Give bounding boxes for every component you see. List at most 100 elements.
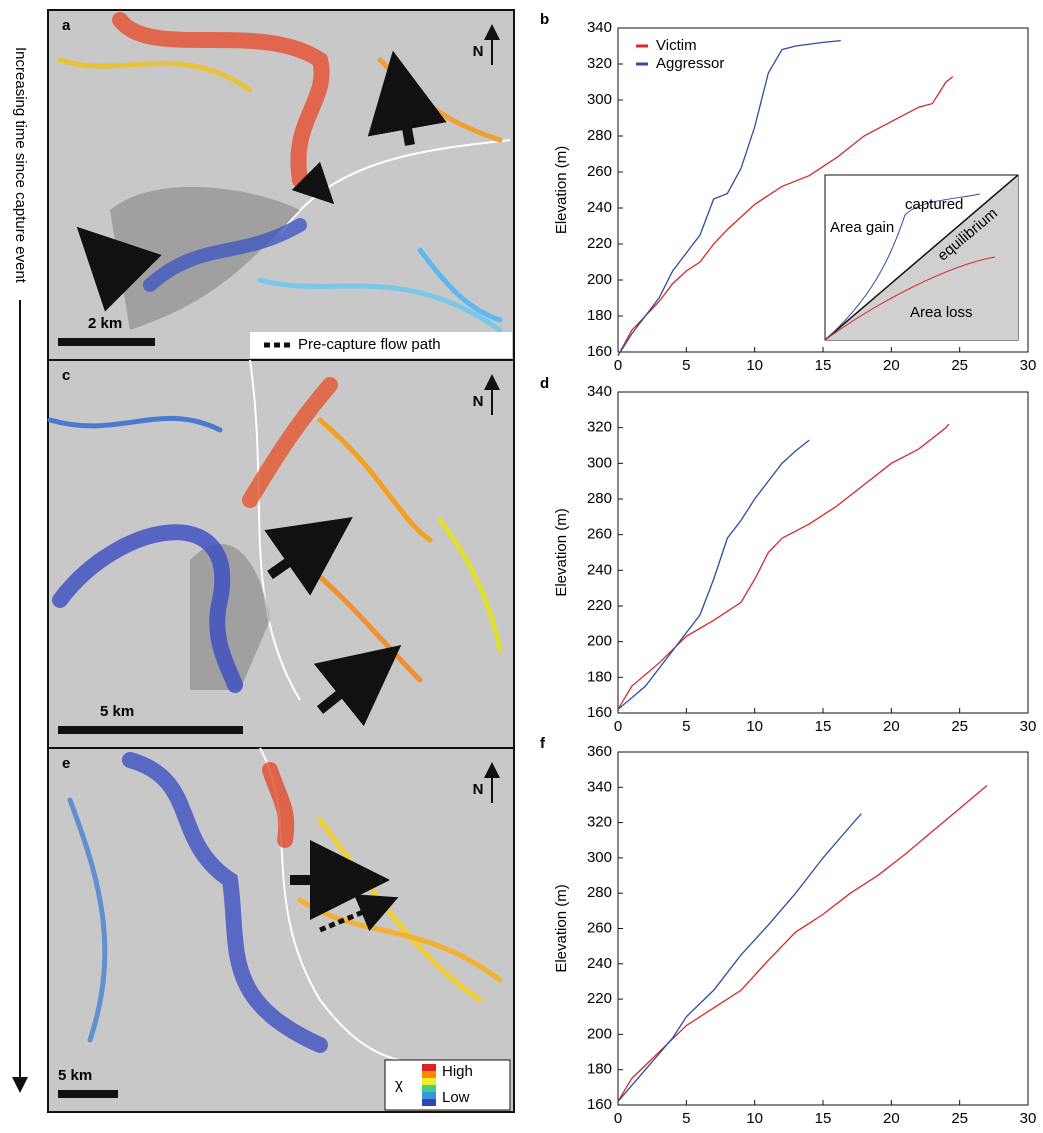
y-tick-label: 200	[587, 271, 612, 288]
x-tick-label: 10	[746, 357, 763, 374]
flow-arrow	[313, 645, 402, 727]
y-tick-label: 320	[587, 814, 612, 831]
chi-scale	[422, 1085, 436, 1092]
y-tick-label: 300	[587, 849, 612, 866]
chi-high: High	[442, 1063, 473, 1080]
series-line	[617, 39, 841, 356]
chi-scale	[422, 1099, 436, 1106]
x-tick-label: 25	[951, 357, 968, 374]
x-tick-label: 20	[883, 718, 900, 735]
main-channel	[262, 762, 295, 848]
y-tick-label: 280	[587, 490, 612, 507]
y-tick-label: 180	[587, 307, 612, 324]
north-label: N	[473, 393, 484, 410]
panel-label: a	[62, 17, 71, 34]
x-tick-label: 30	[1020, 357, 1037, 374]
flow-arrow	[76, 226, 162, 312]
scale-bar	[58, 1090, 118, 1098]
y-tick-label: 340	[587, 383, 612, 400]
y-tick-label: 240	[587, 955, 612, 972]
x-tick-label: 5	[682, 1110, 690, 1127]
y-tick-label: 320	[587, 419, 612, 436]
x-tick-label: 15	[815, 1110, 832, 1127]
y-axis-label: Elevation (m)	[553, 508, 570, 596]
scale-bar	[58, 338, 155, 346]
river	[437, 517, 503, 653]
y-tick-label: 260	[587, 526, 612, 543]
scale-label: 5 km	[100, 703, 134, 720]
x-tick-label: 10	[746, 1110, 763, 1127]
series-line	[617, 785, 988, 1102]
boundary	[249, 359, 301, 701]
y-tick-label: 220	[587, 990, 612, 1007]
chi-scale	[422, 1092, 436, 1099]
side-label: Increasing time since capture event	[12, 47, 29, 284]
inset-gain-curve	[824, 193, 981, 341]
y-tick-label: 260	[587, 163, 612, 180]
x-tick-label: 15	[815, 718, 832, 735]
chi-low: Low	[442, 1089, 470, 1106]
flow-arrow	[319, 894, 399, 933]
inset-equilibrium	[824, 174, 1019, 341]
main-channel	[143, 218, 307, 292]
x-tick-label: 0	[614, 718, 622, 735]
chi-symbol: χ	[395, 1076, 403, 1093]
y-tick-label: 160	[587, 1096, 612, 1113]
y-tick-label: 180	[587, 1061, 612, 1078]
panel-label: e	[62, 755, 70, 772]
legend-label: Pre-capture flow path	[298, 336, 441, 353]
scale-label: 5 km	[58, 1067, 92, 1084]
y-tick-label: 300	[587, 91, 612, 108]
panel-label: d	[540, 375, 549, 392]
y-tick-label: 280	[587, 127, 612, 144]
x-tick-label: 20	[883, 357, 900, 374]
y-tick-label: 200	[587, 1025, 612, 1042]
y-axis-label: Elevation (m)	[553, 146, 570, 234]
series-line	[617, 439, 810, 710]
river	[257, 277, 503, 333]
river	[57, 57, 253, 93]
series-line	[617, 423, 950, 710]
legend-label: Victim	[656, 37, 697, 54]
legend-label: Aggressor	[656, 55, 724, 72]
north-label: N	[473, 781, 484, 798]
y-tick-label: 160	[587, 704, 612, 721]
river	[67, 797, 108, 1043]
chi-scale	[422, 1064, 436, 1071]
scale-bar	[58, 726, 243, 734]
north-label: N	[473, 43, 484, 60]
panel-label: f	[540, 735, 546, 752]
plot-frame	[617, 391, 1029, 714]
chi-box	[384, 1059, 511, 1111]
x-tick-label: 0	[614, 1110, 622, 1127]
y-tick-label: 340	[587, 778, 612, 795]
x-tick-label: 5	[682, 357, 690, 374]
flow-arrow	[264, 517, 353, 596]
y-axis-label: Elevation (m)	[553, 884, 570, 972]
series-line	[617, 76, 954, 356]
inset-captured: captured	[905, 196, 963, 213]
plot-frame	[617, 751, 1029, 1106]
river	[417, 247, 503, 323]
x-tick-label: 25	[951, 718, 968, 735]
panel-label: c	[62, 367, 70, 384]
x-tick-label: 25	[951, 1110, 968, 1127]
x-tick-label: 30	[1020, 718, 1037, 735]
y-tick-label: 320	[587, 55, 612, 72]
y-tick-label: 220	[587, 597, 612, 614]
chi-scale	[422, 1078, 436, 1085]
main-channel	[242, 377, 338, 508]
y-tick-label: 340	[587, 19, 612, 36]
main-channel	[112, 12, 330, 188]
capture-area	[190, 543, 270, 690]
y-tick-label: 260	[587, 919, 612, 936]
inset-loss-label: Area loss	[910, 304, 973, 321]
main-channel	[122, 752, 328, 1053]
legend-box	[250, 332, 512, 358]
panel-label: b	[540, 11, 549, 28]
chi-scale	[422, 1071, 436, 1078]
river	[317, 417, 433, 543]
y-tick-label: 240	[587, 561, 612, 578]
y-tick-label: 160	[587, 343, 612, 360]
